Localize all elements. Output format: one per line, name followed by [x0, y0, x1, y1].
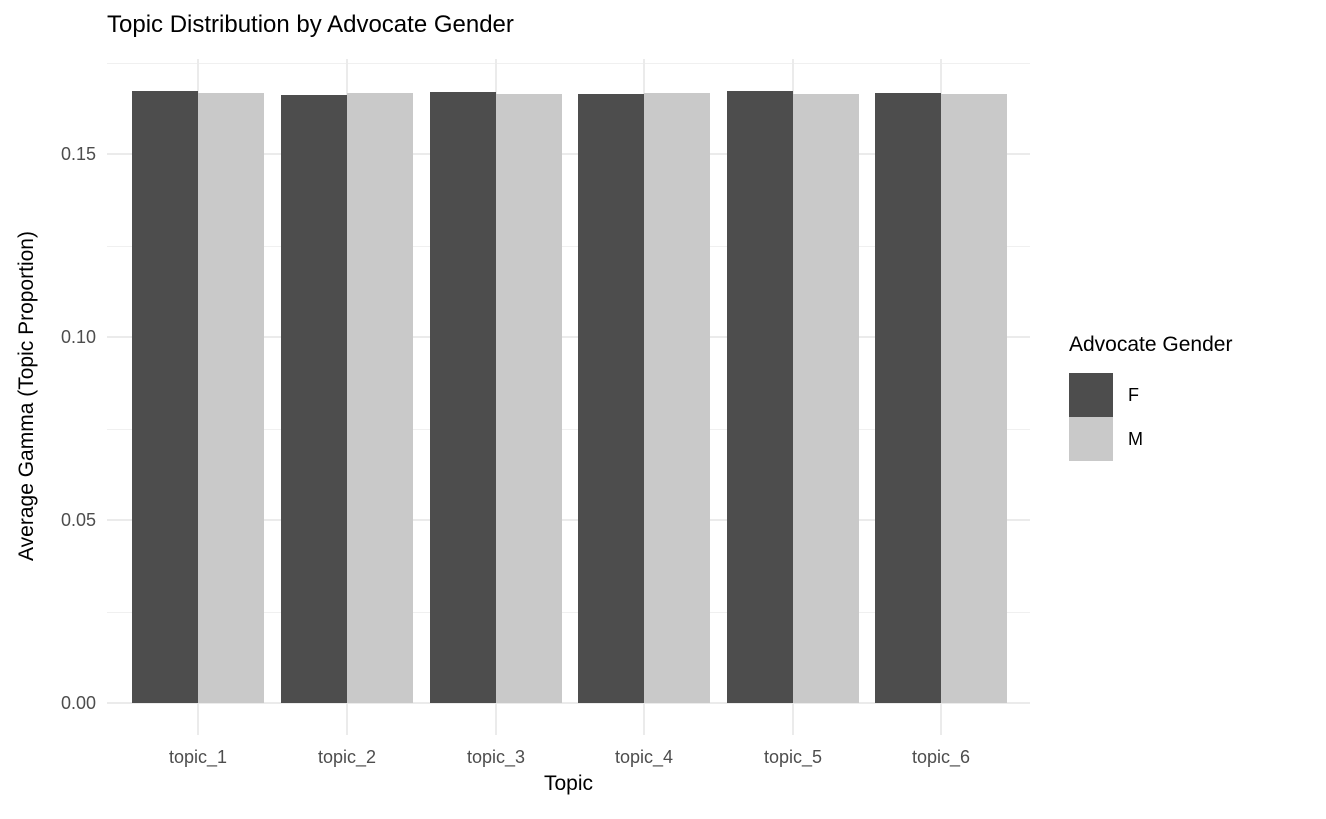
gridline-horizontal-major [107, 702, 1030, 704]
legend-key-F: F [1069, 373, 1232, 417]
bar-topic_3-F [430, 92, 496, 703]
bar-topic_2-F [281, 95, 347, 703]
x-axis-title: Topic [543, 772, 594, 795]
legend-label-F: F [1128, 384, 1139, 405]
bar-topic_4-F [578, 94, 644, 703]
bar-topic_1-F [132, 91, 198, 703]
x-tick-label: topic_1 [168, 747, 228, 767]
y-axis-title: Average Gamma (Topic Proportion) [15, 231, 38, 561]
bar-topic_5-F [727, 91, 793, 703]
legend-title: Advocate Gender [1069, 333, 1233, 356]
legend-key-M: M [1069, 417, 1232, 461]
gridline-horizontal-major [107, 519, 1030, 521]
bar-topic_4-M [644, 93, 710, 703]
gridline-horizontal-major [107, 336, 1030, 338]
gridline-horizontal-minor [107, 611, 1030, 613]
legend-swatch-M [1069, 417, 1113, 461]
x-tick-label: topic_6 [911, 747, 971, 767]
bar-topic_3-M [496, 94, 562, 703]
gridline-horizontal-minor [107, 62, 1030, 64]
legend-label-M: M [1128, 428, 1143, 449]
bar-topic_5-M [793, 94, 859, 703]
y-tick-label: 0.10 [60, 327, 96, 347]
plot-panel [107, 59, 1030, 735]
x-tick-label: topic_3 [466, 747, 526, 767]
x-tick-label: topic_5 [763, 747, 823, 767]
chart-title: Topic Distribution by Advocate Gender [107, 11, 514, 38]
y-tick-label: 0.15 [60, 144, 96, 164]
gridline-horizontal-minor [107, 245, 1030, 247]
y-tick-label: 0.05 [60, 510, 96, 530]
bar-topic_2-M [347, 93, 413, 703]
legend-swatch-F [1069, 373, 1113, 417]
bar-topic_1-M [198, 93, 264, 703]
x-tick-label: topic_4 [614, 747, 674, 767]
x-tick-label: topic_2 [317, 747, 377, 767]
bar-topic_6-M [941, 94, 1007, 703]
gridline-horizontal-minor [107, 428, 1030, 430]
bar-topic_6-F [875, 93, 941, 703]
y-tick-label: 0.00 [60, 693, 96, 713]
gridline-horizontal-major [107, 153, 1030, 155]
